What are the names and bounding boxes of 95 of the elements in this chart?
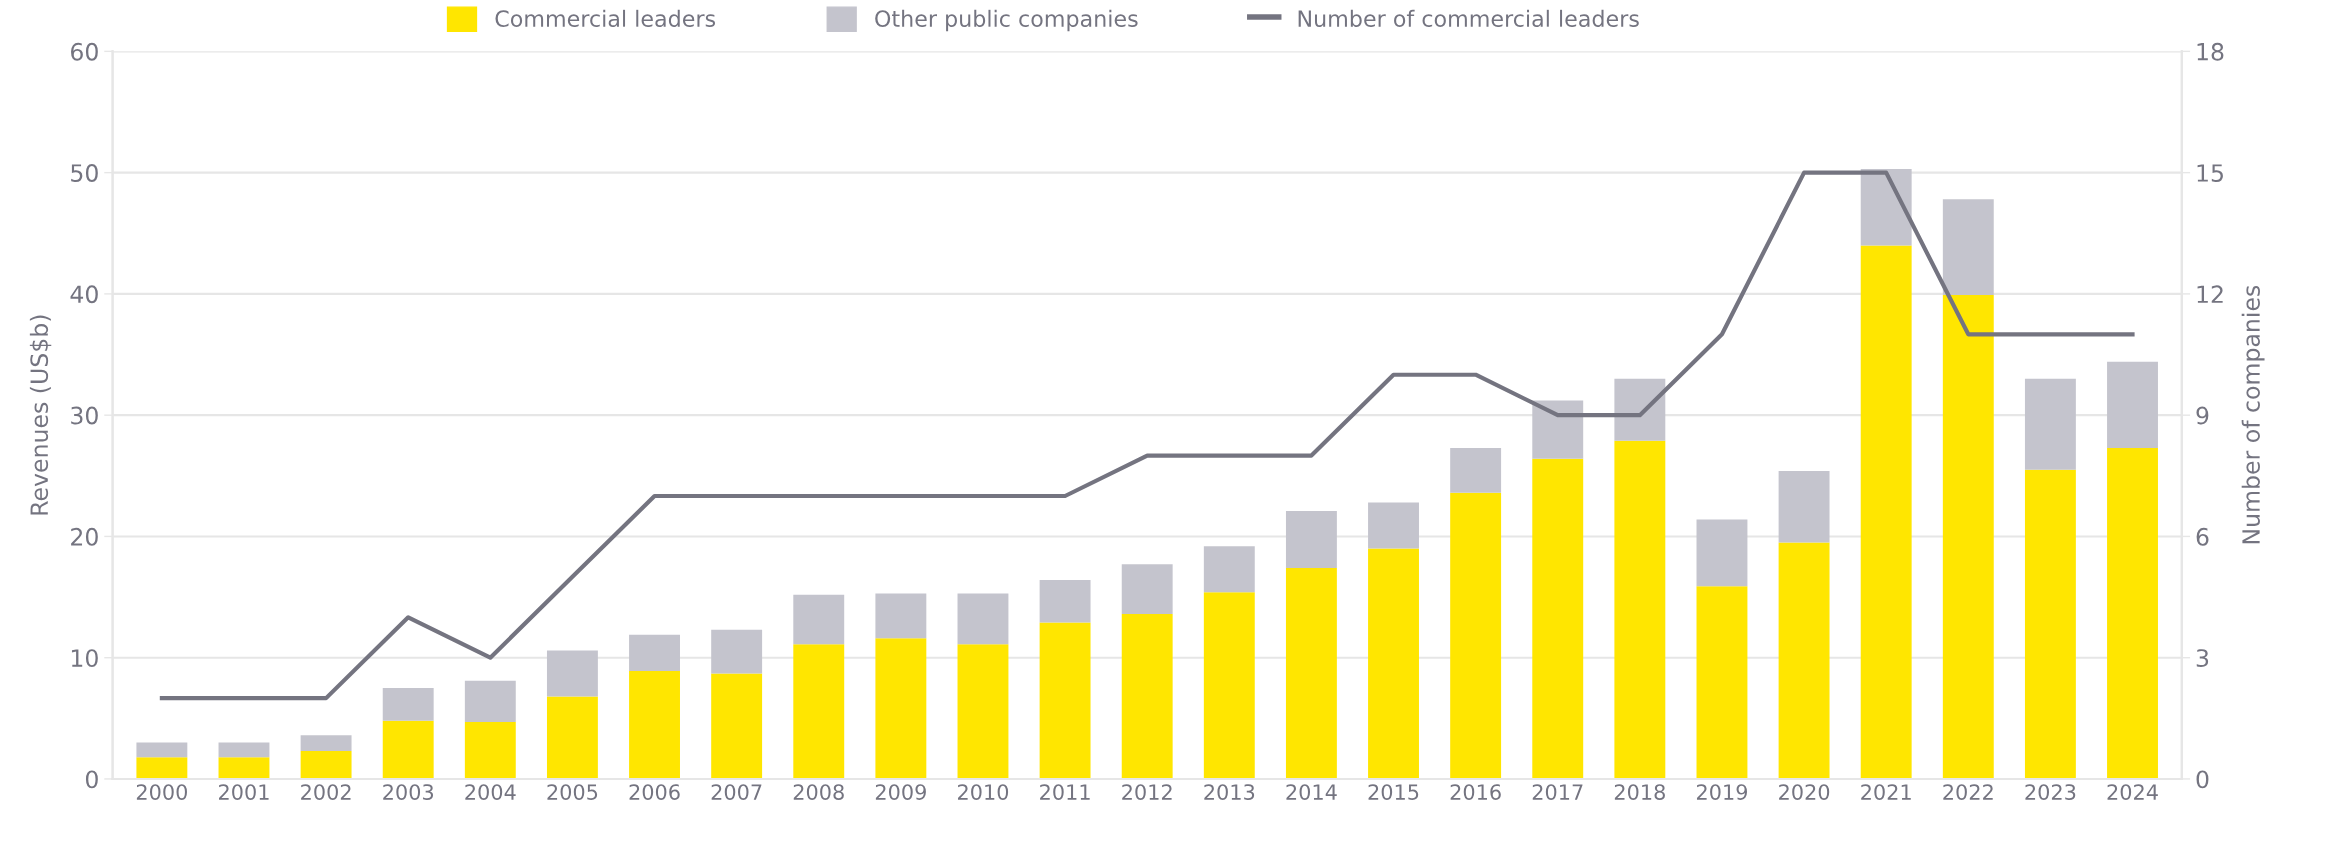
bar bbox=[1203, 592, 1255, 779]
bar bbox=[1614, 440, 1666, 779]
bar bbox=[1368, 502, 1419, 549]
x-tick-label: 2005 bbox=[547, 784, 598, 800]
y-tick-label: 20 bbox=[71, 527, 98, 546]
y2-tick-label: 15 bbox=[2197, 164, 2223, 182]
y2-tick-label: 6 bbox=[2196, 527, 2209, 546]
bar bbox=[1778, 470, 1830, 543]
bar bbox=[629, 671, 680, 779]
bar bbox=[793, 644, 845, 779]
bar bbox=[382, 688, 434, 721]
y2-tick-label: 0 bbox=[2196, 770, 2209, 789]
bar bbox=[2024, 469, 2076, 779]
x-tick-label: 2007 bbox=[711, 784, 762, 800]
x-tick-label: 2004 bbox=[465, 784, 516, 800]
x-tick-label: 2012 bbox=[1122, 784, 1172, 800]
bar bbox=[1121, 564, 1173, 615]
bar bbox=[300, 735, 352, 752]
bar bbox=[1368, 548, 1419, 779]
bar bbox=[382, 720, 434, 779]
bar bbox=[464, 680, 516, 722]
bar bbox=[1532, 400, 1584, 459]
bar bbox=[793, 594, 845, 645]
x-tick-label: 2003 bbox=[383, 784, 434, 800]
legend-label: Other public companies bbox=[875, 9, 1138, 32]
bar bbox=[546, 696, 598, 779]
bar bbox=[1039, 622, 1091, 779]
bar bbox=[136, 757, 188, 779]
x-tick-label: 2008 bbox=[793, 784, 844, 800]
y2-tick-label: 9 bbox=[2196, 406, 2209, 425]
bar bbox=[957, 593, 1009, 645]
bar bbox=[2024, 378, 2076, 470]
bar bbox=[1614, 378, 1666, 441]
bar bbox=[1942, 199, 1994, 296]
bar bbox=[875, 593, 927, 639]
x-tick-label: 2023 bbox=[2025, 784, 2076, 800]
bar bbox=[1696, 586, 1748, 779]
y-tick-label: 10 bbox=[71, 649, 98, 667]
x-tick-label: 2019 bbox=[1696, 784, 1748, 800]
x-tick-label: 2017 bbox=[1532, 784, 1583, 800]
x-tick-label: 2010 bbox=[957, 784, 1009, 800]
x-tick-label: 2001 bbox=[219, 784, 269, 800]
bar bbox=[1450, 447, 1502, 493]
y2-tick-label: 3 bbox=[2196, 649, 2209, 667]
bar bbox=[1203, 546, 1255, 593]
x-tick-label: 2024 bbox=[2107, 784, 2158, 800]
x-tick-label: 2022 bbox=[1943, 784, 1993, 800]
x-tick-label: 2000 bbox=[136, 784, 187, 800]
bar bbox=[136, 742, 188, 758]
legend-label: Commercial leaders bbox=[495, 9, 716, 28]
y-tick-label: 40 bbox=[70, 285, 98, 304]
x-tick-label: 2014 bbox=[1286, 784, 1337, 800]
y2-tick-label: 12 bbox=[2197, 285, 2223, 303]
x-tick-label: 2015 bbox=[1368, 784, 1419, 800]
x-tick-label: 2011 bbox=[1040, 784, 1090, 800]
bar bbox=[711, 673, 763, 779]
bar bbox=[1942, 295, 1994, 779]
bar bbox=[464, 721, 516, 779]
bar bbox=[1532, 458, 1584, 779]
x-tick-label: 2006 bbox=[629, 784, 680, 800]
x-tick-label: 2021 bbox=[1861, 784, 1911, 800]
bar bbox=[218, 742, 270, 758]
x-tick-label: 2009 bbox=[875, 784, 926, 800]
bar bbox=[1121, 614, 1173, 779]
bar bbox=[957, 644, 1009, 779]
bar bbox=[1039, 580, 1091, 623]
bar bbox=[1696, 519, 1748, 587]
bar bbox=[875, 638, 927, 779]
y-tick-label: 60 bbox=[71, 42, 98, 61]
bar bbox=[1860, 245, 1912, 779]
x-tick-label: 2020 bbox=[1779, 784, 1830, 800]
bar bbox=[1860, 168, 1912, 246]
bar bbox=[711, 629, 763, 674]
y2-axis-title: Number of companies bbox=[2241, 285, 2265, 544]
line-series bbox=[159, 170, 2135, 701]
bar bbox=[300, 751, 352, 779]
y2-tick-label: 18 bbox=[2197, 42, 2224, 61]
x-tick-label: 2013 bbox=[1204, 784, 1255, 800]
bar bbox=[546, 650, 598, 697]
bar bbox=[218, 757, 270, 779]
y-tick-label: 0 bbox=[85, 770, 98, 789]
bar bbox=[1778, 542, 1830, 779]
bar bbox=[2107, 361, 2158, 448]
legend-label: Number of commercial leaders bbox=[1298, 9, 1639, 28]
x-tick-label: 2016 bbox=[1450, 784, 1501, 800]
y-tick-label: 30 bbox=[71, 406, 98, 425]
bar bbox=[2107, 447, 2158, 779]
bar bbox=[629, 634, 680, 672]
bar bbox=[1285, 567, 1337, 779]
bar bbox=[1285, 510, 1337, 568]
y-axis-title: Revenues (US$b) bbox=[29, 315, 52, 515]
x-tick-label: 2018 bbox=[1614, 784, 1665, 800]
x-tick-label: 2002 bbox=[301, 784, 351, 800]
bar bbox=[1450, 492, 1502, 779]
y-tick-label: 50 bbox=[71, 164, 98, 182]
